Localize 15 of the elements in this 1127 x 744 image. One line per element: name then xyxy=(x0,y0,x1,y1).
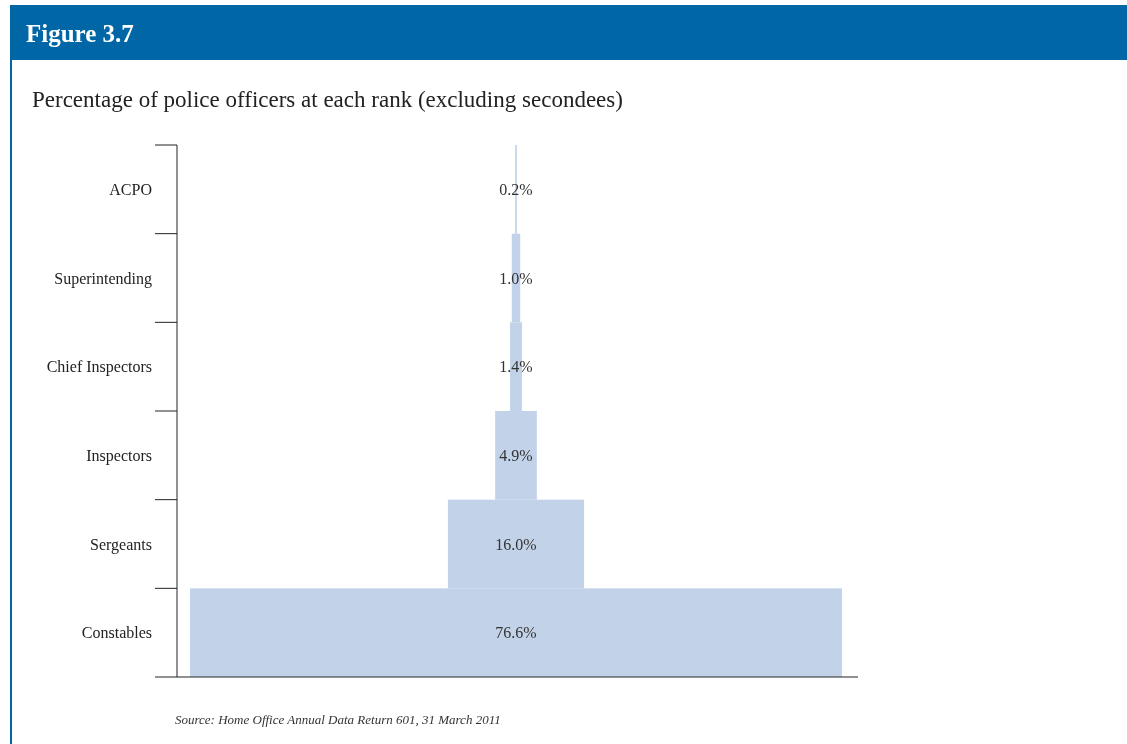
category-label: Superintending xyxy=(54,269,152,288)
text: Figure 3.7 xyxy=(26,20,134,47)
data-label: 0.2% xyxy=(499,180,533,198)
category-label: Constables xyxy=(81,624,152,642)
category-label: Inspectors xyxy=(86,446,152,465)
text: Percentage of police officers at each rank (excluding secondees) xyxy=(32,87,623,112)
category-label: Sergeants xyxy=(90,535,152,554)
data-label: 1.4% xyxy=(499,358,533,376)
category-label: ACPO xyxy=(109,180,152,198)
data-label: 1.0% xyxy=(499,269,533,287)
category-label: Chief Inspectors xyxy=(46,358,152,377)
data-label: 16.0% xyxy=(495,535,537,553)
source-note: Source: Home Office Annual Data Return 601, 31 March 2011 xyxy=(175,712,501,727)
data-label: 4.9% xyxy=(499,446,533,464)
data-label: 76.6% xyxy=(495,624,537,642)
